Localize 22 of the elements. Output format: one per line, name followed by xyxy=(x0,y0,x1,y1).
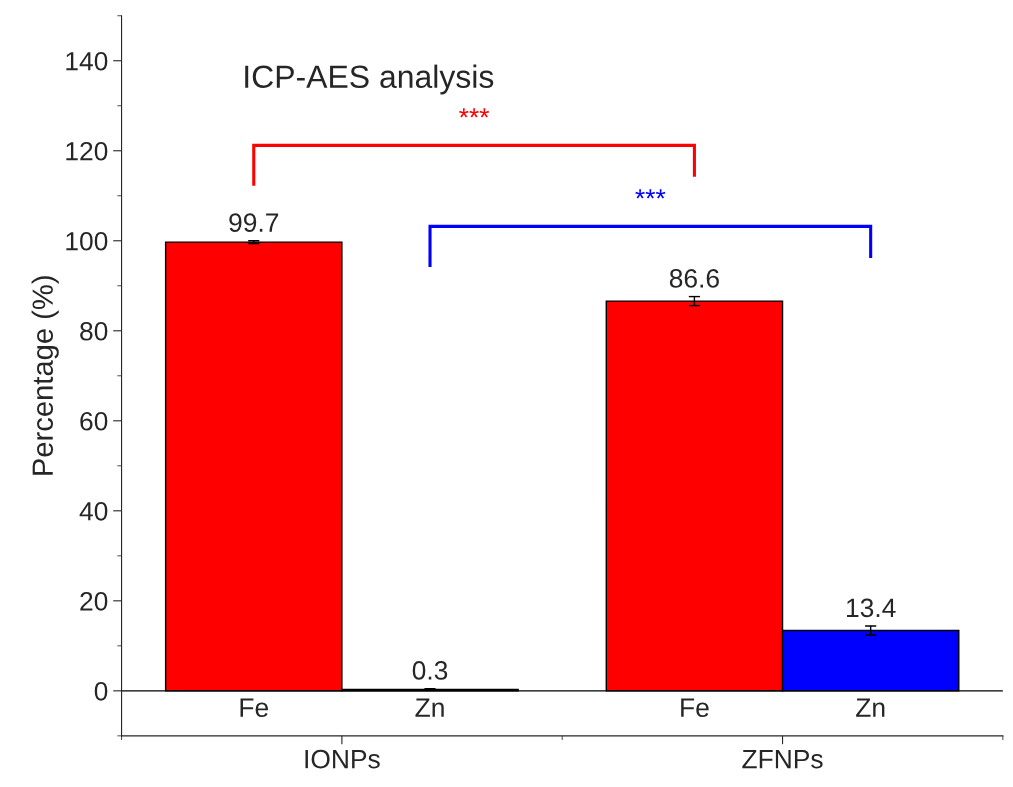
annotation: *** xyxy=(459,108,490,118)
y-tick-label: 0 xyxy=(94,681,108,701)
data-label: 0.3 xyxy=(412,661,448,680)
series-label: Zn xyxy=(415,698,444,717)
y-tick-label: 100 xyxy=(66,231,108,251)
y-tick-label: 20 xyxy=(80,591,108,611)
y-axis-title: Percentage (%) xyxy=(31,276,59,475)
y-tick-label: 80 xyxy=(80,321,108,341)
series-label: Fe xyxy=(240,698,268,717)
text: Zn xyxy=(856,698,885,717)
text: Fe xyxy=(681,698,709,717)
text: ICP-AES analysis xyxy=(245,64,494,95)
y-tick-label: 140 xyxy=(66,51,108,71)
y-tick-label: 120 xyxy=(66,141,108,161)
x-tick-label: IONPs xyxy=(305,749,380,769)
data-label: 86.6 xyxy=(669,269,719,288)
data-label: 13.4 xyxy=(847,598,896,618)
data-label: 99.7 xyxy=(229,213,279,232)
y-tick-label: 40 xyxy=(79,501,108,521)
y-tick-label: 60 xyxy=(80,411,108,431)
annotation: *** xyxy=(635,189,666,199)
x-tick-label: ZFNPs xyxy=(742,750,823,769)
